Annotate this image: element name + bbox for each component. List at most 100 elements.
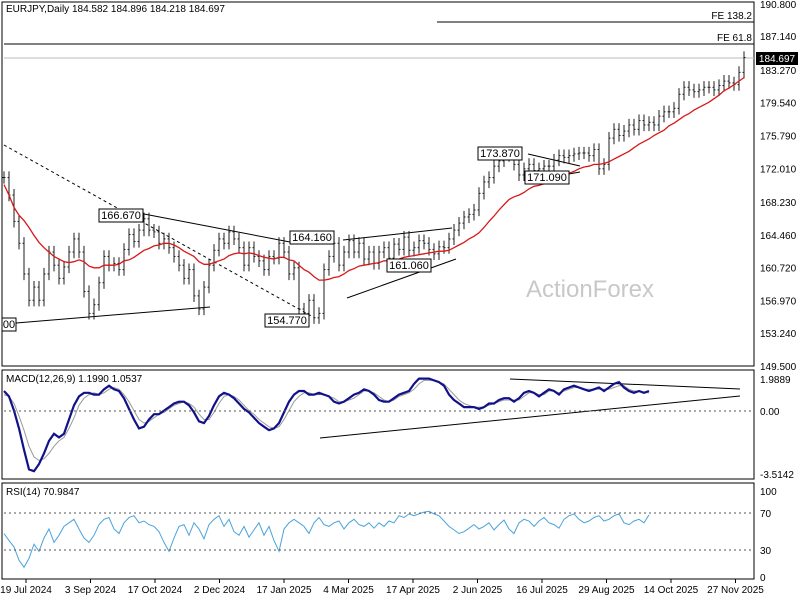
annotation-166670: 166.670	[101, 210, 141, 222]
price-bar	[742, 51, 746, 79]
price-bar	[457, 216, 461, 237]
rsi-title: RSI(14) 70.9847	[6, 487, 80, 498]
price-bar	[57, 259, 61, 285]
price-bar	[682, 81, 686, 101]
price-bar	[402, 231, 406, 256]
rsi-line	[3, 510, 650, 569]
price-bar	[67, 245, 71, 274]
price-bar	[657, 110, 661, 132]
price-bar	[22, 237, 26, 281]
price-bar	[252, 241, 256, 263]
moving-average-line	[3, 77, 745, 281]
price-bar	[127, 228, 131, 256]
price-bar	[182, 259, 186, 285]
price-bar	[77, 232, 81, 259]
price-bar	[142, 212, 146, 237]
price-bar	[412, 241, 416, 257]
price-bar	[567, 149, 571, 164]
watermark-text: ActionForex	[526, 276, 654, 303]
price-bar	[437, 240, 441, 260]
price-header: EURJPY,Daily 184.582 184.896 184.218 184…	[6, 4, 225, 15]
price-bar	[522, 162, 526, 182]
price-bar	[232, 225, 236, 246]
price-bar	[117, 257, 121, 276]
price-bar	[92, 298, 96, 320]
price-bar	[152, 224, 156, 239]
price-bar	[327, 250, 331, 276]
price-tick-label: 183.270	[760, 66, 797, 77]
price-bar	[647, 116, 651, 132]
price-bar	[617, 123, 621, 142]
price-bar	[312, 294, 316, 324]
x-tick-label: 16 Jul 2025	[516, 585, 568, 596]
price-bar	[317, 307, 321, 324]
macd-trendline-upper	[509, 378, 741, 390]
price-bar	[97, 276, 101, 311]
price-bar	[422, 234, 426, 250]
price-bar	[517, 158, 521, 182]
macd-trendline-lower	[319, 395, 741, 439]
price-bar	[267, 250, 271, 276]
price-tick-label: 190.800	[760, 0, 797, 11]
price-bar	[292, 261, 296, 281]
trendline-upper-left	[143, 213, 291, 243]
annotation-161060: 161.060	[389, 260, 429, 272]
x-tick-label: 2 Dec 2024	[194, 585, 246, 596]
macd-tick-zero: 0.00	[760, 407, 780, 418]
price-bar	[737, 66, 741, 91]
price-bar	[702, 81, 706, 97]
price-bar	[667, 105, 671, 118]
price-bar	[357, 237, 361, 259]
price-bar	[642, 114, 646, 132]
rsi-tick-70: 70	[760, 509, 772, 520]
price-bar	[637, 114, 641, 136]
price-bar	[602, 158, 606, 175]
price-bar	[137, 224, 141, 248]
price-bar	[102, 250, 106, 289]
price-bar	[17, 215, 21, 250]
price-tick-label: 160.720	[760, 264, 797, 275]
price-tick-label: 179.540	[760, 99, 797, 110]
annotation-fe-138: FE 138.2	[711, 11, 752, 22]
price-bar	[122, 243, 126, 276]
x-tick-label: 2 Jun 2025	[453, 585, 503, 596]
rsi-panel[interactable]	[1, 482, 755, 580]
price-bar	[282, 237, 286, 259]
price-bar	[472, 203, 476, 221]
price-bar	[32, 280, 36, 307]
trendline-lower-mid	[346, 258, 457, 299]
macd-tick-bottom: -3.5142	[760, 470, 794, 481]
price-panel[interactable]	[1, 1, 755, 367]
price-bar	[632, 118, 636, 136]
price-bar	[687, 81, 691, 97]
price-bar	[257, 250, 261, 267]
price-bar	[462, 210, 466, 230]
price-tick-label: 149.500	[760, 362, 797, 373]
price-bar	[197, 289, 201, 316]
symbol-label: EURJPY,Daily	[6, 4, 70, 15]
price-bar	[627, 118, 631, 138]
trendline-dashed-decline	[3, 144, 316, 319]
trendlines	[3, 21, 754, 439]
price-bar	[717, 79, 721, 97]
rsi-tick-30: 30	[760, 546, 772, 557]
macd-panel[interactable]	[1, 369, 755, 480]
close-value: 184.697	[188, 4, 225, 15]
price-bar	[82, 245, 86, 298]
price-bar	[297, 261, 301, 316]
price-bar	[477, 187, 481, 217]
last-price-label: 184.697	[759, 54, 796, 65]
price-bar	[397, 238, 401, 256]
price-y-axis: 190.800 187.140 183.270 179.540 175.790 172.0…	[760, 0, 797, 373]
annotation-164160: 164.160	[292, 232, 332, 244]
price-bar	[52, 245, 56, 272]
price-bar	[202, 280, 206, 316]
price-bar	[707, 81, 711, 94]
price-tick-label: 172.010	[760, 165, 797, 176]
price-bar	[27, 267, 31, 307]
price-tick-label: 175.790	[760, 132, 797, 143]
price-bar	[482, 175, 486, 200]
price-bar	[362, 237, 366, 266]
macd-title: MACD(12,26,9) 1.1990 1.0537	[6, 374, 143, 385]
